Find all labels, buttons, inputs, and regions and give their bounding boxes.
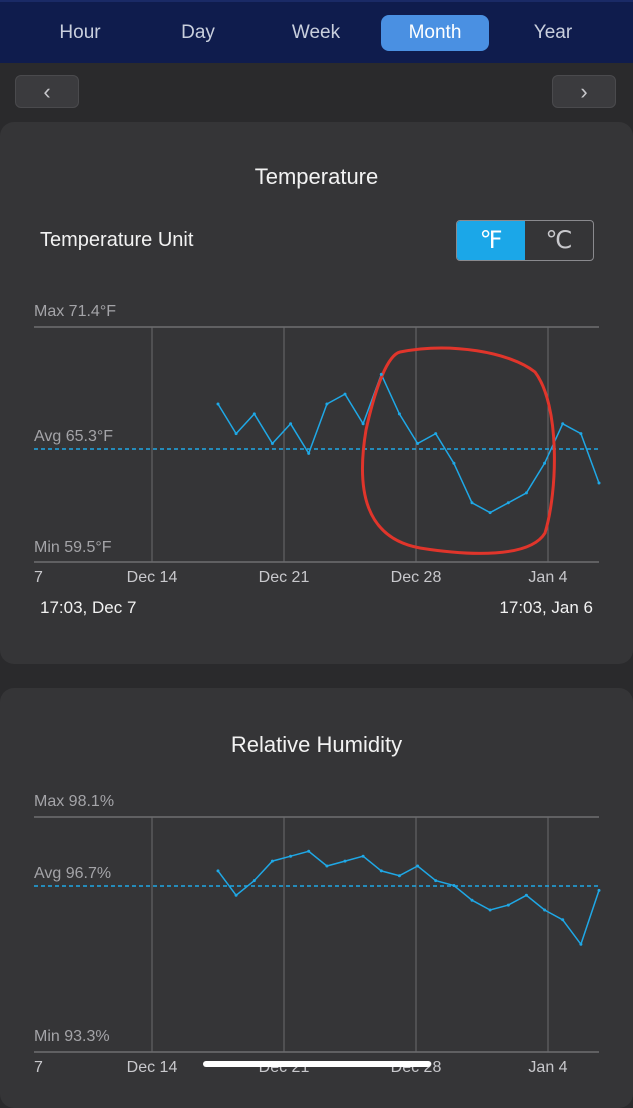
hum-series-point-21 bbox=[597, 888, 601, 892]
temperature-card bbox=[0, 122, 633, 664]
temp-series-point-1 bbox=[234, 432, 238, 436]
hum-series-point-3 bbox=[270, 859, 274, 863]
temp-series-point-17 bbox=[524, 491, 528, 495]
temp-series-point-5 bbox=[307, 451, 311, 455]
hum-series-point-9 bbox=[379, 869, 383, 873]
hum-series-point-15 bbox=[488, 908, 492, 912]
temp-series-point-2 bbox=[252, 412, 256, 416]
humidity-max-label: Max 98.1% bbox=[34, 793, 114, 810]
temperature-x-tick-2: Dec 21 bbox=[259, 569, 310, 586]
hum-series-point-4 bbox=[289, 854, 293, 858]
temp-series-point-8 bbox=[361, 422, 365, 426]
hum-series-point-1 bbox=[234, 893, 238, 897]
temperature-min-label: Min 59.5°F bbox=[34, 539, 112, 556]
hum-series-point-5 bbox=[307, 849, 311, 853]
hum-series-point-20 bbox=[579, 942, 583, 946]
temp-series-point-0 bbox=[216, 402, 220, 406]
next-period-button[interactable]: › bbox=[552, 75, 616, 108]
temp-series-point-6 bbox=[325, 402, 329, 406]
hum-series-point-10 bbox=[397, 874, 401, 878]
temp-series-point-15 bbox=[488, 511, 492, 515]
celsius-option[interactable]: ℃ bbox=[545, 227, 573, 254]
home-indicator bbox=[203, 1061, 431, 1067]
tab-year[interactable]: Year bbox=[533, 22, 573, 43]
temperature-range-end: 17:03, Jan 6 bbox=[499, 598, 593, 617]
temperature-avg-label: Avg 65.3°F bbox=[34, 428, 113, 445]
hum-series-point-14 bbox=[470, 898, 474, 902]
humidity-x-tick-4: Jan 4 bbox=[528, 1059, 567, 1076]
temperature-x-tick-1: Dec 14 bbox=[127, 569, 178, 586]
temperature-max-label: Max 71.4°F bbox=[34, 303, 116, 320]
hum-series-point-16 bbox=[506, 903, 510, 907]
hum-series-point-8 bbox=[361, 854, 365, 858]
temperature-chart: Max 71.4°F Avg 65.3°F Min 59.5°F 7 Dec 1… bbox=[34, 303, 601, 586]
hum-series-point-18 bbox=[543, 908, 547, 912]
humidity-min-label: Min 93.3% bbox=[34, 1028, 110, 1045]
humidity-title: Relative Humidity bbox=[230, 732, 403, 757]
temp-series-point-19 bbox=[561, 422, 565, 426]
temp-series-point-14 bbox=[470, 501, 474, 505]
temp-series-point-9 bbox=[379, 372, 383, 376]
period-tab-bar: Hour Day Week Month Year bbox=[0, 0, 633, 63]
temp-series-point-4 bbox=[289, 422, 293, 426]
temp-series-point-13 bbox=[452, 461, 456, 465]
hum-series-point-11 bbox=[416, 864, 420, 868]
temp-series-point-7 bbox=[343, 392, 347, 396]
temp-series-point-12 bbox=[434, 432, 438, 436]
temperature-x-tick-3: Dec 28 bbox=[391, 569, 442, 586]
fahrenheit-option[interactable]: ℉ bbox=[457, 221, 525, 260]
temperature-title: Temperature bbox=[254, 164, 379, 189]
previous-period-button[interactable]: ‹ bbox=[15, 75, 79, 108]
temp-series-point-11 bbox=[416, 442, 420, 445]
chevron-right-icon: › bbox=[580, 78, 588, 104]
temperature-series-line bbox=[217, 372, 600, 514]
humidity-x-tick-0: 7 bbox=[34, 1059, 43, 1076]
tab-month[interactable]: Month bbox=[381, 15, 489, 51]
temperature-grid bbox=[34, 326, 599, 563]
temperature-unit-toggle: ℉ ℃ bbox=[456, 220, 594, 261]
chevron-left-icon: ‹ bbox=[43, 78, 51, 104]
temp-series-point-20 bbox=[579, 432, 583, 436]
hum-series-point-12 bbox=[434, 879, 438, 883]
humidity-grid bbox=[34, 816, 599, 1053]
temp-series-point-18 bbox=[543, 461, 547, 465]
hum-series-point-17 bbox=[524, 893, 528, 897]
tab-day[interactable]: Day bbox=[181, 22, 215, 43]
temp-series-point-10 bbox=[397, 412, 401, 416]
tab-hour[interactable]: Hour bbox=[59, 22, 101, 43]
humidity-chart: Max 98.1% Avg 96.7% Min 93.3% 7 Dec 14 D… bbox=[34, 793, 601, 1076]
temp-series-point-16 bbox=[506, 501, 510, 505]
humidity-x-tick-1: Dec 14 bbox=[127, 1059, 178, 1076]
temperature-range-start: 17:03, Dec 7 bbox=[40, 598, 137, 617]
temperature-unit-label: Temperature Unit bbox=[40, 229, 194, 251]
hum-series-point-6 bbox=[325, 864, 329, 868]
hum-series-point-2 bbox=[252, 879, 256, 883]
humidity-series-line bbox=[217, 850, 600, 946]
hum-series-point-0 bbox=[216, 869, 220, 873]
hum-series-point-19 bbox=[561, 918, 565, 922]
humidity-card bbox=[0, 688, 633, 1108]
hum-series-point-13 bbox=[452, 884, 456, 887]
hum-series-point-7 bbox=[343, 859, 347, 863]
red-circle-annotation bbox=[360, 346, 556, 555]
temp-series-point-21 bbox=[597, 481, 601, 485]
temp-series-point-3 bbox=[270, 442, 274, 445]
temperature-x-tick-0: 7 bbox=[34, 569, 43, 586]
humidity-avg-label: Avg 96.7% bbox=[34, 865, 111, 882]
temperature-x-tick-4: Jan 4 bbox=[528, 569, 567, 586]
tab-week[interactable]: Week bbox=[291, 22, 341, 43]
